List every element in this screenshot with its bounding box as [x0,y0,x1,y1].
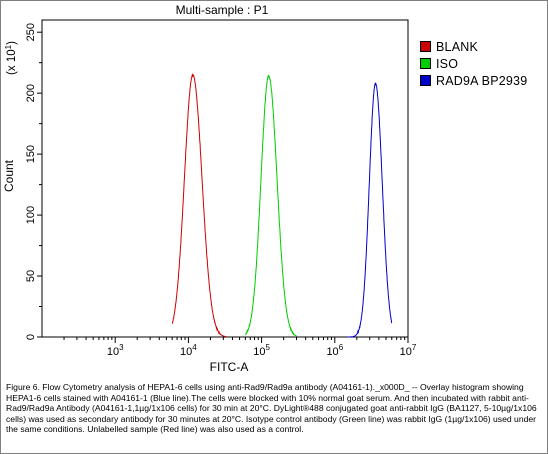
y-tick-label: 150 [25,145,37,163]
legend-label: RAD9A BP2939 [436,73,528,88]
series-iso-line [245,74,297,337]
legend-item: RAD9A BP2939 [420,72,527,89]
x-tick-label: 107 [400,343,417,358]
x-tick-label: 104 [180,343,197,358]
series-rad9a-bp2939-line [348,82,393,338]
chart-title: Multi-sample : P1 [176,3,269,17]
series-blank-line [171,73,227,338]
y-scale-prefix: (x 10 [6,49,18,75]
svg-text:(x 101): (x 101) [4,41,18,75]
legend-swatch [420,75,431,86]
legend-item: BLANK [420,38,527,55]
x-axis-label: FITC-A [210,360,249,374]
y-scale-suffix: ) [6,41,18,45]
y-tick-label: 100 [25,206,37,224]
y-axis-label: Count [2,159,16,192]
y-tick-label: 0 [25,334,37,340]
legend: BLANK ISO RAD9A BP2939 [420,38,527,89]
y-tick-label: 250 [25,23,37,41]
legend-swatch [420,58,431,69]
legend-swatch [420,41,431,52]
x-tick-label: 106 [326,343,343,358]
legend-label: ISO [436,56,459,71]
x-tick-label: 105 [253,343,270,358]
x-tick-label: 103 [107,343,124,358]
legend-label: BLANK [436,39,478,54]
y-scale-exponent: 1 [4,44,13,49]
y-tick-label: 50 [25,270,37,282]
figure-caption: Figure 6. Flow Cytometry analysis of HEP… [6,382,537,435]
y-axis-ticks: 0 50 100 150 200 250 [25,23,42,340]
y-tick-label: 200 [25,84,37,102]
histogram-series [171,73,393,338]
y-scale-label: (x 101) [4,41,18,75]
flow-histogram-chart: Multi-sample : P1 (x 101) Count FITC-A 0… [2,3,417,374]
x-axis-ticks: 103 104 105 106 107 [63,337,417,358]
legend-item: ISO [420,55,527,72]
plot-area [41,19,409,338]
